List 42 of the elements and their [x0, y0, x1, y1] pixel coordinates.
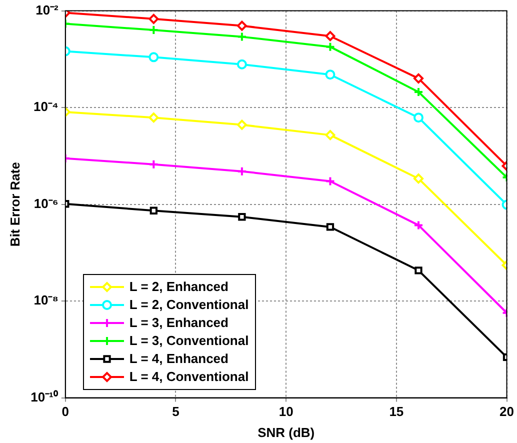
y-tick-label: 10⁻¹⁰ — [30, 389, 58, 404]
legend-label: L = 4, Enhanced — [129, 351, 228, 366]
x-tick-label: 20 — [500, 404, 514, 420]
point — [148, 52, 159, 62]
y-tick-label: 10⁻⁸ — [34, 292, 58, 308]
y-tick-label: 10⁻⁴ — [34, 99, 58, 114]
point — [325, 31, 336, 42]
point — [148, 159, 159, 170]
point — [414, 266, 422, 274]
point — [236, 166, 247, 176]
legend-label: L = 3, Conventional — [129, 333, 249, 348]
point — [413, 220, 424, 230]
x-tick-label: 10 — [278, 404, 294, 420]
x-tick-label: 5 — [172, 404, 180, 420]
point — [325, 176, 336, 186]
point — [238, 213, 246, 221]
point — [326, 223, 334, 231]
x-tick-label: 15 — [389, 404, 404, 420]
legend-label: L = 2, Conventional — [129, 297, 249, 312]
point — [236, 59, 247, 70]
point — [325, 70, 336, 80]
point — [148, 25, 159, 36]
legend-label: L = 2, Enhanced — [129, 279, 228, 294]
point — [150, 206, 158, 214]
x-axis-title: SNR (dB) — [258, 424, 315, 440]
point — [148, 14, 159, 24]
x-tick-label: 0 — [62, 404, 70, 420]
legend-label: L = 3, Enhanced — [129, 315, 228, 330]
point — [236, 20, 247, 31]
point — [413, 174, 424, 184]
point — [325, 130, 336, 140]
point — [236, 32, 247, 42]
point — [413, 112, 424, 123]
y-tick-label: 10⁻⁶ — [34, 196, 58, 211]
point — [148, 112, 159, 123]
point — [413, 86, 424, 97]
point — [413, 73, 424, 84]
point — [236, 120, 247, 130]
point — [325, 42, 336, 52]
y-axis-title: Bit Error Rate — [7, 162, 22, 247]
legend-label: L = 4, Conventional — [129, 369, 249, 384]
y-tick-label: 10⁻² — [36, 2, 60, 18]
